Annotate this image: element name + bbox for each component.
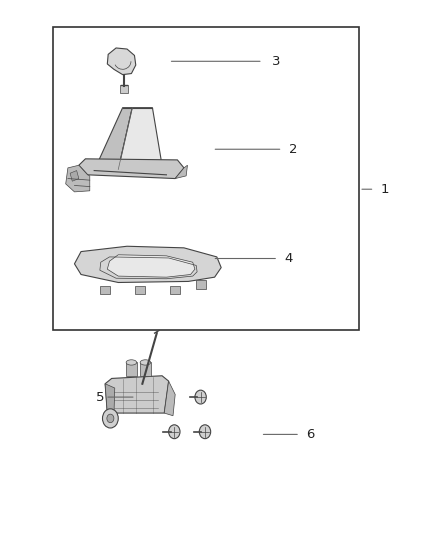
Polygon shape [140,362,151,376]
Polygon shape [118,108,166,175]
Polygon shape [164,381,175,416]
Ellipse shape [140,360,151,365]
Polygon shape [105,384,115,417]
Polygon shape [105,376,169,413]
Circle shape [195,390,206,404]
Text: 4: 4 [285,252,293,265]
Polygon shape [107,255,195,277]
Ellipse shape [126,360,137,365]
Text: 1: 1 [381,183,389,196]
Text: 2: 2 [289,143,297,156]
Text: 5: 5 [96,391,105,403]
Bar [170,286,180,294]
Polygon shape [66,165,90,192]
Polygon shape [94,108,132,171]
Polygon shape [107,48,136,75]
Text: 6: 6 [307,428,315,441]
Bar [100,286,110,294]
Polygon shape [126,362,137,376]
Text: 3: 3 [272,55,280,68]
Bar [120,85,128,93]
Bar [135,286,145,294]
Polygon shape [79,159,184,179]
Circle shape [199,425,211,439]
Circle shape [107,414,114,423]
Polygon shape [175,165,187,179]
Polygon shape [70,171,79,181]
Circle shape [102,409,118,428]
Circle shape [169,425,180,439]
Bar [196,280,206,289]
Bar [53,27,359,330]
Polygon shape [74,246,221,282]
